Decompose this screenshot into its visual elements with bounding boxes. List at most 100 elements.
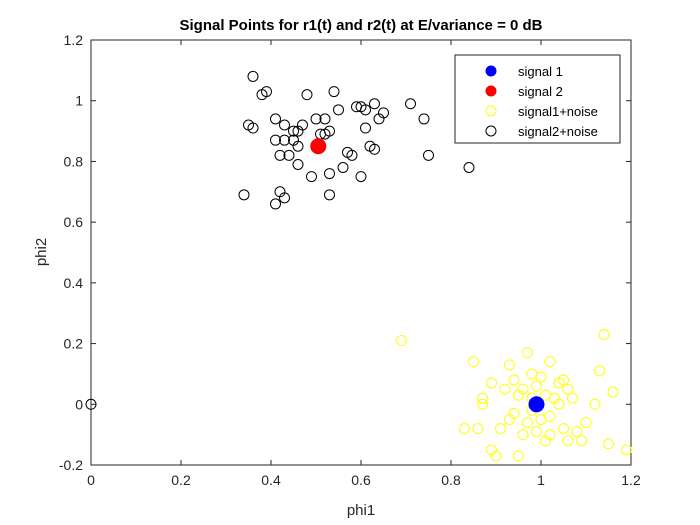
x-tick-label: 0.8 — [441, 472, 461, 488]
signal1-noise-point — [531, 426, 542, 438]
signal2-noise-point — [247, 70, 259, 82]
signal1-noise-point — [558, 423, 569, 435]
legend: signal 1 signal 2 signal1+noise signal2+noi… — [454, 54, 621, 144]
legend-label-signal-2: signal 2 — [518, 84, 563, 99]
signal1-noise-point — [499, 383, 511, 395]
signal1-noise-point — [594, 365, 605, 377]
y-tick-label: 0.2 — [64, 336, 84, 352]
signal1-noise-point — [508, 407, 520, 419]
signal-2-point — [310, 138, 327, 155]
y-tick-label: 0.8 — [64, 153, 84, 169]
x-tick-label: 0 — [87, 472, 95, 488]
signal2-noise-point — [270, 134, 281, 146]
signal1-noise-point — [490, 450, 502, 462]
signal1-noise-point — [567, 392, 578, 404]
signal2-noise-point — [319, 113, 331, 125]
signal2-noise-point — [355, 101, 367, 113]
signal1-noise-point — [472, 423, 484, 435]
signal2-noise-point — [292, 140, 304, 152]
x-tick-label: 1.2 — [621, 472, 641, 488]
signal1-noise-point — [522, 417, 533, 428]
signal2-noise-point — [378, 107, 389, 119]
signal2-noise-point — [324, 125, 335, 137]
y-tick-label: 1.2 — [64, 32, 84, 48]
signal2-noise-point — [310, 113, 322, 125]
y-axis-label: phi2 — [33, 238, 50, 266]
signal1-noise-point — [589, 398, 601, 410]
signal1-noise-point — [562, 435, 574, 447]
signal2-noise-point — [328, 86, 340, 98]
y-tick-label: 0.4 — [64, 275, 84, 291]
signal2-noise-point — [270, 198, 281, 210]
signal1-noise-point — [544, 356, 556, 368]
signal1-noise-point — [508, 374, 520, 386]
x-tick-label: 0.4 — [261, 472, 281, 488]
signal2-noise-point — [261, 86, 272, 98]
signal2-noise-point — [463, 162, 475, 173]
y-tick-label: -0.2 — [59, 457, 83, 473]
y-tick-label: 0.6 — [64, 214, 84, 230]
signal1-noise-point — [535, 371, 547, 383]
signal2-noise-point — [360, 122, 371, 134]
signal2-noise-point — [292, 158, 304, 170]
signal1-noise-point — [495, 423, 506, 435]
signal1-noise-point — [571, 426, 583, 438]
chart-title: Signal Points for r1(t) and r2(t) at E/v… — [180, 17, 543, 34]
signal2-noise-point — [301, 89, 313, 101]
signal1-noise-point — [544, 410, 556, 422]
signal1-noise-point — [517, 383, 529, 395]
signal2-noise-point — [423, 149, 434, 161]
x-tick-label: 0.2 — [171, 472, 191, 488]
signal2-noise-point — [418, 113, 430, 125]
signal1-noise-point — [396, 335, 407, 347]
signal2-noise-point — [306, 171, 317, 183]
signal1-noise-point — [621, 444, 632, 456]
signal1-noise-point — [517, 429, 529, 441]
legend-marker-signal2-noise — [485, 125, 497, 137]
signal2-noise-point — [270, 113, 281, 125]
signal1-noise-point — [531, 380, 542, 392]
signal2-noise-point — [369, 98, 380, 110]
signal1-noise-point — [522, 347, 533, 359]
signal2-noise-point — [346, 149, 358, 161]
legend-marker-signal-2 — [485, 85, 497, 97]
legend-box — [454, 54, 621, 144]
signal1-noise-point — [459, 423, 470, 435]
signal2-noise-point — [274, 149, 286, 161]
signal1-noise-point — [477, 392, 488, 404]
signal2-noise-point — [288, 125, 299, 137]
x-tick-label: 0.6 — [351, 472, 371, 488]
signal2-noise-point — [247, 122, 259, 134]
signal1-noise-point — [562, 383, 574, 395]
signal2-noise-point — [279, 192, 290, 204]
signal-1-point — [528, 396, 545, 413]
signal1-noise-point — [486, 377, 497, 389]
signal2-noise-point — [333, 104, 344, 116]
legend-label-signal1-noise: signal1+noise — [518, 104, 598, 119]
signal1-noise-point — [504, 359, 515, 371]
signal1-noise-point — [544, 429, 556, 441]
signal2-noise-point — [279, 134, 290, 146]
y-tick-label: 1 — [75, 93, 83, 109]
x-axis-ticks: 0 0.2 0.4 0.6 0.8 1 1.2 — [87, 40, 641, 488]
signal1-noise-point — [553, 377, 565, 389]
signal2-noise-point — [238, 189, 250, 201]
data-points — [85, 70, 632, 462]
signal1-noise-point — [603, 438, 614, 450]
signal1-noise-point — [477, 398, 488, 410]
signal2-noise-point — [279, 119, 290, 131]
signal2-noise-point — [324, 189, 335, 201]
signal2-noise-point — [405, 98, 416, 110]
signal2-noise-point — [369, 143, 380, 155]
signal2-noise-point — [337, 162, 349, 173]
legend-label-signal-1: signal 1 — [518, 64, 563, 79]
x-axis-label: phi1 — [347, 502, 375, 519]
signal2-noise-point — [355, 171, 367, 183]
signal1-noise-point — [468, 356, 479, 368]
signal1-noise-point — [553, 398, 565, 410]
signal1-noise-point — [580, 417, 592, 428]
signal2-noise-point — [283, 149, 295, 161]
signal2-noise-point — [324, 168, 335, 180]
legend-marker-signal-1 — [485, 65, 497, 77]
y-tick-label: 0 — [75, 396, 83, 412]
